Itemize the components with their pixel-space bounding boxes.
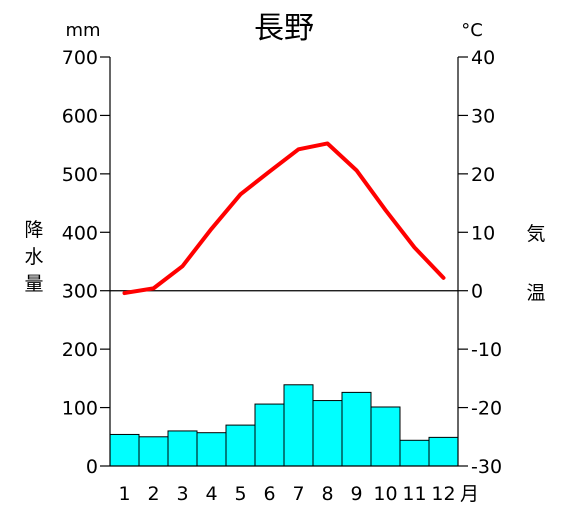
right-tick-label: -10 — [471, 339, 502, 361]
left-tick-label: 300 — [62, 281, 98, 303]
precipitation-bar — [196, 432, 227, 467]
month-label: 2 — [147, 483, 159, 505]
axes — [100, 56, 468, 467]
precipitation-bar — [428, 436, 459, 467]
left-tick-label: 600 — [62, 105, 98, 127]
month-label: 3 — [176, 483, 188, 505]
left-tick-label: 200 — [62, 339, 98, 361]
precipitation-bars — [109, 384, 459, 467]
left-axis-label-char-3: 量 — [24, 273, 43, 295]
month-label: 8 — [321, 483, 333, 505]
precipitation-bar — [167, 430, 198, 467]
precipitation-bar — [109, 433, 140, 467]
precipitation-bar — [399, 439, 430, 467]
precipitation-bar — [283, 384, 314, 467]
month-label: 6 — [263, 483, 275, 505]
right-tick-label: -30 — [471, 456, 502, 478]
right-axis-label-char-1: 気 — [526, 223, 545, 245]
right-tick-label: 30 — [471, 105, 495, 127]
left-tick-label: 400 — [62, 222, 98, 244]
precipitation-bar — [370, 406, 401, 467]
month-label: 4 — [205, 483, 217, 505]
right-tick-label: -20 — [471, 398, 502, 420]
month-label: 12 — [431, 483, 455, 505]
month-label: 1 — [118, 483, 130, 505]
month-label: 7 — [292, 483, 304, 505]
right-tick-label: 40 — [471, 47, 495, 69]
month-suffix-label: 月 — [460, 483, 479, 505]
precipitation-bar — [138, 436, 169, 467]
right-tick-label: 10 — [471, 222, 495, 244]
month-label: 9 — [350, 483, 362, 505]
precipitation-bar — [341, 391, 372, 467]
left-tick-label: 500 — [62, 164, 98, 186]
right-tick-label: 0 — [471, 281, 483, 303]
month-label: 5 — [234, 483, 246, 505]
precipitation-bar — [225, 424, 256, 467]
left-tick-label: 700 — [62, 47, 98, 69]
right-tick-label: 20 — [471, 164, 495, 186]
precipitation-bar — [254, 403, 285, 467]
temperature-line — [122, 141, 446, 296]
month-label: 11 — [402, 483, 426, 505]
chart-text: 長野 mm °C 降 水 量 気 温 010020030040050060070… — [24, 11, 545, 505]
chart-title: 長野 — [254, 11, 314, 46]
precipitation-bar — [312, 400, 343, 467]
temperature-line-group — [122, 141, 446, 296]
month-label: 10 — [373, 483, 397, 505]
left-tick-label: 100 — [62, 398, 98, 420]
right-unit-label: °C — [461, 20, 483, 41]
right-axis-label-char-2: 温 — [526, 282, 545, 304]
left-axis-label-char-2: 水 — [24, 246, 43, 268]
left-tick-label: 0 — [86, 456, 98, 478]
left-unit-label: mm — [65, 20, 100, 41]
left-axis-label-char-1: 降 — [24, 219, 43, 241]
